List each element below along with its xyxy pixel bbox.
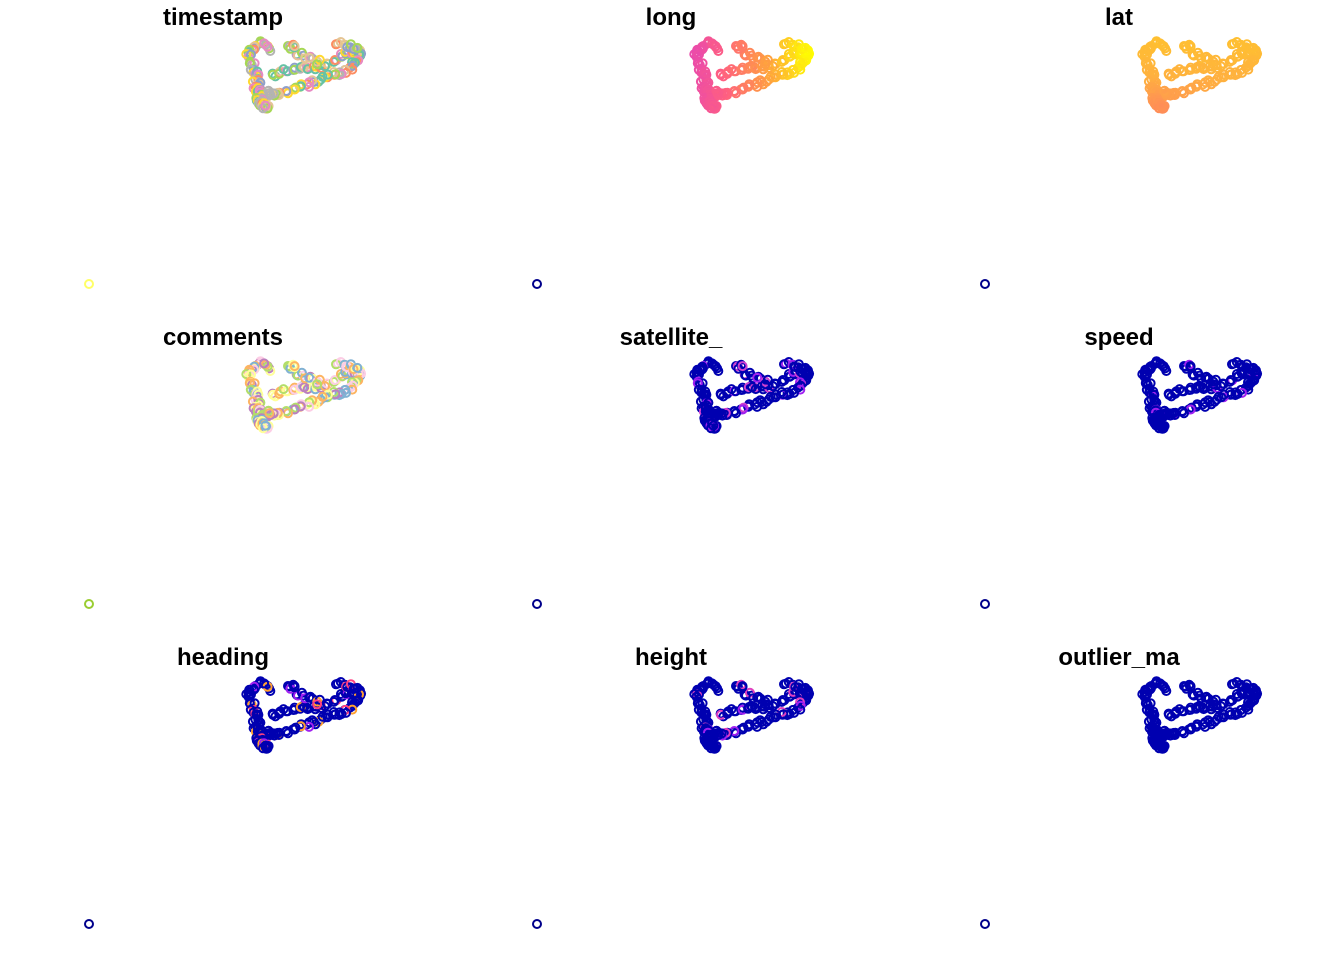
panel-title-outlier-ma: outlier_ma	[1058, 644, 1180, 671]
panel-satellite: satellite_	[533, 324, 813, 608]
panel-speed: speed	[981, 324, 1261, 608]
panel-heading: heading	[85, 644, 365, 928]
outlier-point	[981, 600, 989, 608]
outlier-point	[85, 280, 93, 288]
outlier-point	[981, 280, 989, 288]
panel-outlier-ma: outlier_ma	[981, 644, 1261, 928]
panel-height: height	[533, 644, 813, 928]
panel-title-satellite: satellite_	[620, 324, 723, 351]
panel-comments: comments	[85, 324, 365, 608]
outlier-point	[85, 600, 93, 608]
outlier-point	[533, 280, 541, 288]
outlier-point	[981, 920, 989, 928]
outlier-point	[533, 920, 541, 928]
panel-title-speed: speed	[1084, 324, 1153, 351]
outlier-point	[85, 920, 93, 928]
panel-timestamp: timestamp	[85, 4, 365, 288]
panel-title-long: long	[646, 4, 697, 31]
outlier-point	[533, 600, 541, 608]
panel-title-heading: heading	[177, 644, 269, 671]
panel-title-lat: lat	[1105, 4, 1133, 31]
panel-lat: lat	[981, 4, 1261, 288]
panel-long: long	[533, 4, 813, 288]
panel-title-comments: comments	[163, 324, 283, 351]
panel-title-height: height	[635, 644, 707, 671]
panel-title-timestamp: timestamp	[163, 4, 283, 31]
